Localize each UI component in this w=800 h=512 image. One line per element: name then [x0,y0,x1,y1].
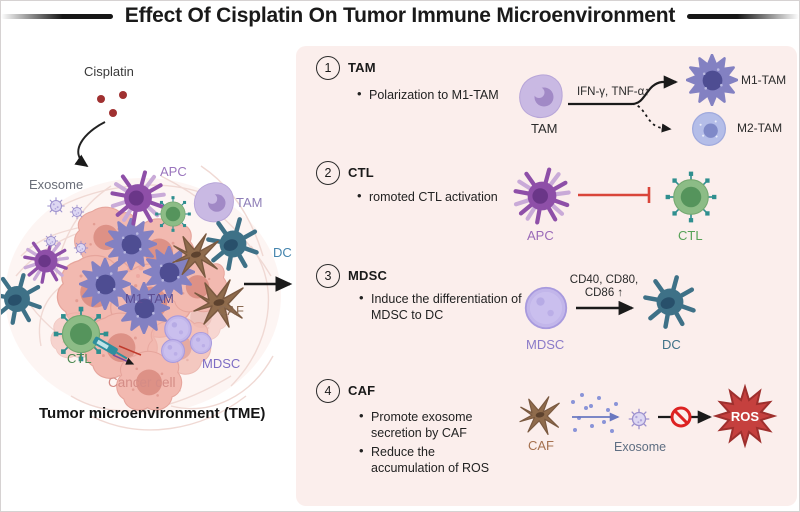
row4-diagram-icon [519,383,778,449]
dc-tme-label: DC [273,245,292,260]
row3-target-label: DC [662,337,681,352]
exosome-dots-icon [571,393,618,433]
row4-bullet-1: Promote exosome secretion by CAF [358,408,493,441]
tam-cell-icon [193,182,234,223]
ctl-tme-label: CTL [67,351,92,366]
prohibition-icon [670,406,692,428]
ctl-attack-icon [92,336,142,365]
m1-tam-tme-label: M1-TAM [125,291,174,306]
tme-illustration [1,91,293,431]
apc-tme-label: APC [160,164,187,179]
title-rule-left [1,13,113,19]
row2-source-label: APC [527,228,554,243]
row3-bullets: Induce the differentiation of MDSC to DC [358,290,526,326]
row3-arrow-label: CD40, CD80, CD86 ↑ [569,274,639,299]
figure-title-bar: Effect Of Cisplatin On Tumor Immune Micr… [1,4,799,28]
row2-bullets: romoted CTL activation [356,188,556,208]
row4-number: 4 [316,379,340,403]
row1-arrow-label: IFN-γ, TNF-α↑ [576,86,651,98]
row4-ros-label: ROS [730,409,760,424]
row2-target-label: CTL [678,228,703,243]
tme-caption: Tumor microenvironment (TME) [39,405,266,422]
row4-heading: CAF [348,383,376,398]
tam-tme-label: TAM [236,195,263,210]
mdsc-tme-label: MDSC [202,356,241,371]
row3-heading: MDSC [348,268,388,283]
row1-m2-label: M2-TAM [737,121,783,135]
caf-tme-label: CAF [218,303,244,318]
title-rule-right [687,13,799,19]
cisplatin-arrow-icon [74,121,106,168]
row4-bullet-2: Reduce the accumulation of ROS [358,443,493,476]
row3-diagram-icon [524,277,694,330]
row4-source-label: CAF [528,438,554,453]
exosome-tme-label: Exosome [29,177,84,192]
row4-exosome-label: Exosome [614,440,667,454]
row1-m1-label: M1-TAM [741,73,787,87]
row1-bullet-1: Polarization to M1-TAM [356,86,556,103]
row2-diagram-icon [508,162,718,230]
row1-bullets: Polarization to M1-TAM [356,86,556,106]
cancer-cell-tme-label: Cancer cell [108,375,176,390]
row1-number: 1 [316,56,340,80]
row2-bullet-1: romoted CTL activation [356,188,556,205]
cisplatin-label: Cisplatin [84,64,134,79]
row4-bullets: Promote exosome secretion by CAF Reduce … [358,408,493,479]
row2-number: 2 [316,161,340,185]
row1-heading: TAM [348,60,376,75]
row3-source-label: MDSC [526,337,565,352]
row1-source-label: TAM [531,121,558,136]
ros-burst-icon [712,383,778,449]
row2-heading: CTL [348,165,374,180]
row1-diagram-icon [519,54,738,147]
panel-diagrams [296,54,778,449]
row3-number: 3 [316,264,340,288]
figure-title: Effect Of Cisplatin On Tumor Immune Micr… [124,4,676,27]
ctl-cell-small-icon [154,195,192,233]
row3-bullet-1: Induce the differentiation of MDSC to DC [358,290,526,323]
cisplatin-particles-icon [97,91,127,117]
